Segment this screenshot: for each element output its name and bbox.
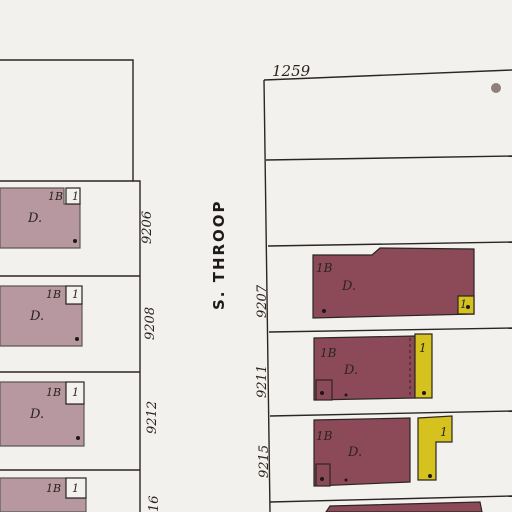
east-lot-line <box>269 495 512 503</box>
stories-label: 1B <box>316 261 333 275</box>
address-number: 9211 <box>255 365 270 398</box>
corner-dots <box>73 239 470 482</box>
east-lot-line <box>268 327 512 333</box>
east-lot-line <box>265 155 512 161</box>
frame-annex-9211 <box>414 333 433 399</box>
stories-label: 1B <box>320 346 337 360</box>
ink-spot <box>491 83 501 93</box>
building-9207 <box>312 247 475 319</box>
west-buildings <box>0 187 87 512</box>
frame-annex-9207 <box>457 295 475 315</box>
annex-label: 1 <box>72 190 79 203</box>
east-buildings <box>312 247 483 512</box>
east-block-edge <box>263 69 512 81</box>
stories-label: 1B <box>48 190 63 203</box>
annex-label: 1 <box>440 425 448 439</box>
porch-box <box>315 379 333 401</box>
address-number: 9207 <box>255 284 270 318</box>
annex-label: 1 <box>72 386 79 399</box>
type-label: D. <box>29 407 44 422</box>
west-block <box>0 59 141 512</box>
east-lot-line <box>267 241 512 247</box>
east-block <box>263 69 512 512</box>
porch-box <box>315 463 331 487</box>
stories-label: 1B <box>46 288 61 301</box>
annex-label: 1 <box>72 288 79 301</box>
east-lot-line <box>269 410 512 417</box>
type-label: D. <box>343 363 358 378</box>
east-labels: 1259 1B D. 1 1B D. 1 1B D. 1 9207 9211 9… <box>255 62 467 478</box>
building-9219 <box>325 501 483 512</box>
type-label: D. <box>347 445 362 460</box>
building-9215 <box>313 417 411 487</box>
street-name: S. THROOP <box>210 199 228 310</box>
east-block-edge <box>263 79 271 512</box>
address-number: 9215 <box>257 445 272 478</box>
address-number: 9208 <box>143 307 158 340</box>
stories-label: 1B <box>316 429 333 443</box>
type-label: D. <box>29 309 44 324</box>
west-labels: 1B 1 D. 1B 1 D. 1B 1 D. 1B 1 9206 9208 9… <box>27 190 162 512</box>
type-label: D. <box>341 279 356 294</box>
annex-box <box>65 285 83 305</box>
annex-label: 1 <box>72 482 79 495</box>
annex-box <box>65 187 81 205</box>
address-number: 16 <box>147 495 162 512</box>
stories-label: 1B <box>46 482 61 495</box>
annex-label: 1 <box>419 341 427 355</box>
annex-box <box>65 381 85 405</box>
address-number: 9206 <box>140 211 155 244</box>
address-number: 9212 <box>145 401 160 434</box>
annex-box <box>65 477 87 499</box>
frame-annex-9215 <box>417 415 453 481</box>
corner-number: 1259 <box>272 62 311 80</box>
annex-label: 1 <box>460 298 467 311</box>
stories-label: 1B <box>46 386 61 399</box>
type-label: D. <box>27 211 42 226</box>
